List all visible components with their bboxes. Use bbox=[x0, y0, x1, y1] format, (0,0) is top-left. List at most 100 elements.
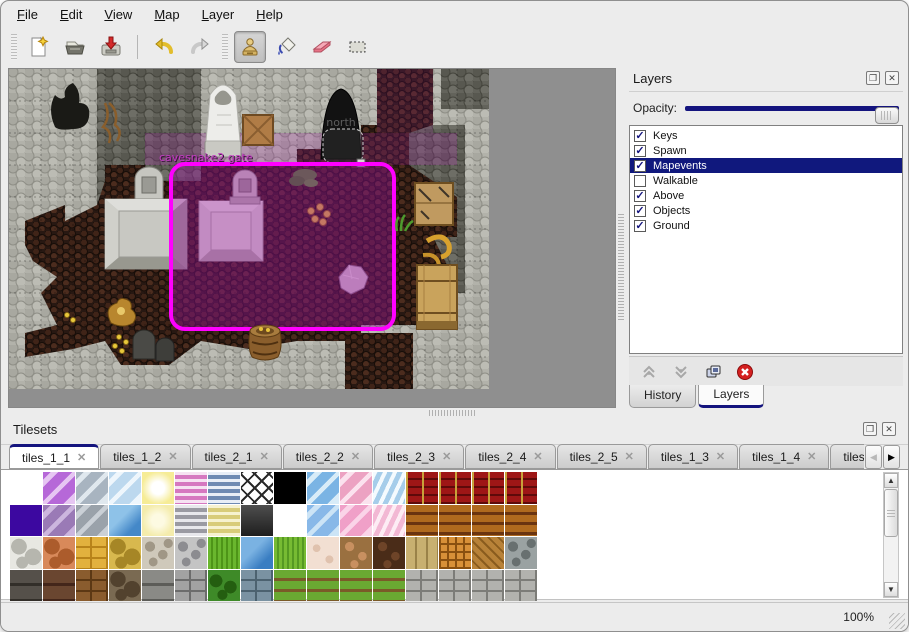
layer-row-above[interactable]: ✓ Above bbox=[630, 188, 902, 203]
undo-button[interactable] bbox=[148, 31, 180, 63]
new-map-button[interactable] bbox=[23, 31, 55, 63]
palette-tile[interactable] bbox=[241, 569, 273, 601]
palette-tile[interactable] bbox=[274, 472, 306, 504]
tileset-tab-tiles_1_2[interactable]: tiles_1_2 ✕ bbox=[100, 444, 191, 469]
palette-tile[interactable] bbox=[175, 569, 207, 601]
layer-checkbox[interactable]: ✓ bbox=[634, 159, 646, 172]
layer-row-keys[interactable]: ✓ Keys bbox=[630, 128, 902, 143]
palette-tile[interactable] bbox=[43, 569, 75, 601]
palette-tile[interactable] bbox=[340, 472, 372, 504]
close-panel-icon[interactable]: ✕ bbox=[885, 71, 899, 85]
opacity-slider[interactable] bbox=[685, 106, 899, 124]
selection-rectangle[interactable] bbox=[169, 162, 396, 331]
palette-tile[interactable] bbox=[406, 569, 438, 601]
palette-tile[interactable] bbox=[142, 537, 174, 569]
tileset-tab-truncated[interactable]: tiles_1_ bbox=[830, 444, 864, 469]
palette-tile[interactable] bbox=[208, 569, 240, 601]
palette-tile[interactable] bbox=[274, 569, 306, 601]
fill-tool-button[interactable] bbox=[270, 31, 302, 63]
map-canvas-area[interactable]: north bbox=[8, 68, 616, 408]
palette-tile[interactable] bbox=[76, 472, 108, 504]
palette-tile[interactable] bbox=[274, 537, 306, 569]
palette-tile[interactable] bbox=[109, 504, 141, 536]
gate-selection-outline[interactable] bbox=[322, 128, 364, 164]
tab-close-icon[interactable]: ✕ bbox=[168, 451, 178, 463]
menu-view[interactable]: View bbox=[104, 7, 133, 22]
palette-tile[interactable] bbox=[142, 504, 174, 536]
palette-tile[interactable] bbox=[373, 537, 405, 569]
tileset-tab-tiles_1_3[interactable]: tiles_1_3 ✕ bbox=[647, 444, 739, 469]
tab-close-icon[interactable]: ✕ bbox=[77, 452, 87, 464]
palette-tile[interactable] bbox=[340, 537, 372, 569]
palette-tile[interactable] bbox=[43, 504, 75, 536]
palette-tile[interactable] bbox=[241, 504, 273, 536]
palette-tile[interactable] bbox=[175, 472, 207, 504]
tileset-tab-tiles_1_4[interactable]: tiles_1_4 ✕ bbox=[739, 444, 830, 469]
save-map-button[interactable] bbox=[95, 31, 127, 63]
tab-close-icon[interactable]: ✕ bbox=[350, 451, 361, 463]
palette-tile[interactable] bbox=[142, 569, 174, 601]
layer-row-objects[interactable]: ✓ Objects bbox=[630, 203, 902, 218]
layer-checkbox[interactable]: ✓ bbox=[634, 189, 646, 202]
tab-close-icon[interactable]: ✕ bbox=[442, 451, 452, 463]
scroll-down-button[interactable]: ▼ bbox=[884, 582, 898, 597]
tab-close-icon[interactable]: ✕ bbox=[715, 451, 726, 463]
palette-tile[interactable] bbox=[439, 472, 471, 504]
move-layer-up-button[interactable] bbox=[639, 362, 659, 382]
palette-tile[interactable] bbox=[340, 569, 372, 601]
palette-tile[interactable] bbox=[274, 504, 306, 536]
tab-close-icon[interactable]: ✕ bbox=[533, 451, 543, 463]
horizontal-splitter[interactable] bbox=[429, 410, 475, 416]
palette-tile[interactable] bbox=[10, 504, 42, 536]
float-panel-icon[interactable]: ❐ bbox=[866, 71, 880, 85]
palette-tile[interactable] bbox=[307, 504, 339, 536]
palette-tile[interactable] bbox=[76, 504, 108, 536]
open-map-button[interactable] bbox=[59, 31, 91, 63]
rect-select-tool-button[interactable] bbox=[342, 31, 374, 63]
scroll-tabs-left-button[interactable]: ◀ bbox=[865, 445, 882, 469]
menu-layer[interactable]: Layer bbox=[201, 7, 235, 22]
toolbar-grip[interactable] bbox=[222, 34, 228, 60]
vertical-splitter[interactable] bbox=[618, 214, 624, 322]
palette-tile[interactable] bbox=[307, 569, 339, 601]
palette-tile[interactable] bbox=[406, 537, 438, 569]
palette-tile[interactable] bbox=[43, 537, 75, 569]
tab-close-icon[interactable]: ✕ bbox=[624, 451, 634, 463]
layer-row-walkable[interactable]: Walkable bbox=[630, 173, 902, 188]
menu-map[interactable]: Map bbox=[154, 7, 180, 22]
palette-tile[interactable] bbox=[10, 472, 42, 504]
tileset-tab-tiles_2_3[interactable]: tiles_2_3 ✕ bbox=[374, 444, 465, 469]
tileset-tab-tiles_2_4[interactable]: tiles_2_4 ✕ bbox=[465, 444, 556, 469]
palette-tile[interactable] bbox=[109, 537, 141, 569]
palette-tile[interactable] bbox=[43, 472, 75, 504]
palette-tile[interactable] bbox=[10, 537, 42, 569]
layer-checkbox[interactable]: ✓ bbox=[634, 129, 646, 142]
scroll-tabs-right-button[interactable]: ▶ bbox=[883, 445, 900, 469]
tab-close-icon[interactable]: ✕ bbox=[807, 451, 817, 463]
palette-tile[interactable] bbox=[406, 504, 438, 536]
palette-tile[interactable] bbox=[307, 472, 339, 504]
layer-checkbox[interactable] bbox=[634, 174, 646, 187]
stamp-tool-button[interactable] bbox=[234, 31, 266, 63]
resize-grip[interactable] bbox=[889, 613, 905, 629]
palette-tile[interactable] bbox=[505, 472, 537, 504]
layer-checkbox[interactable]: ✓ bbox=[634, 219, 646, 232]
delete-layer-button[interactable] bbox=[735, 362, 755, 382]
palette-tile[interactable] bbox=[142, 472, 174, 504]
palette-tile[interactable] bbox=[406, 472, 438, 504]
eraser-tool-button[interactable] bbox=[306, 31, 338, 63]
layer-checkbox[interactable]: ✓ bbox=[634, 204, 646, 217]
palette-tile[interactable] bbox=[208, 472, 240, 504]
duplicate-layer-button[interactable] bbox=[703, 362, 723, 382]
palette-tile[interactable] bbox=[208, 504, 240, 536]
float-panel-icon[interactable]: ❐ bbox=[863, 422, 877, 436]
palette-tile[interactable] bbox=[241, 537, 273, 569]
scrollbar-thumb[interactable] bbox=[884, 489, 898, 537]
palette-tile[interactable] bbox=[472, 472, 504, 504]
palette-tile[interactable] bbox=[439, 537, 471, 569]
map-canvas[interactable]: north bbox=[9, 69, 489, 389]
palette-tile[interactable] bbox=[505, 569, 537, 601]
layer-row-ground[interactable]: ✓ Ground bbox=[630, 218, 902, 233]
palette-tile[interactable] bbox=[10, 569, 42, 601]
close-panel-icon[interactable]: ✕ bbox=[882, 422, 896, 436]
